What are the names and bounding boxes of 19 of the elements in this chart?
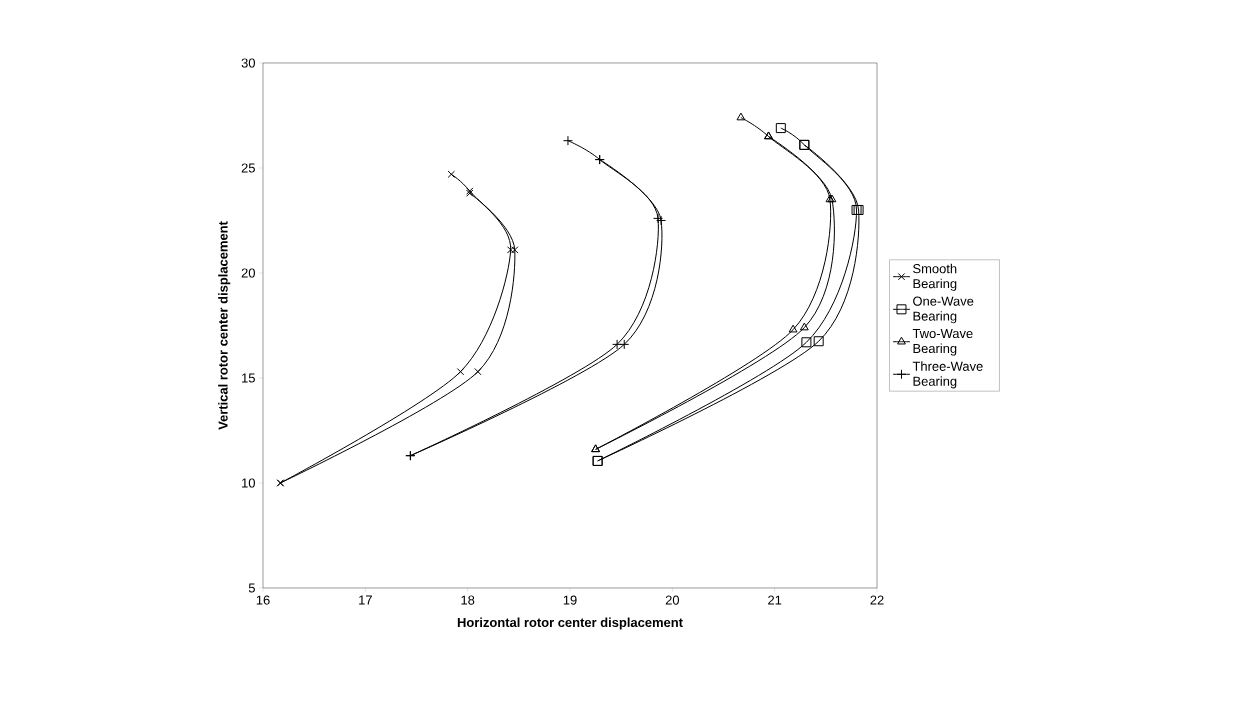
- x-tick-label: 17: [359, 595, 372, 605]
- y-tick-label: 15: [242, 373, 255, 383]
- legend-label: Three-Wave Bearing: [912, 361, 983, 389]
- legend-label: One-Wave Bearing: [913, 296, 974, 324]
- legend-label: Smooth Bearing: [913, 263, 957, 291]
- y-tick-label: 20: [241, 268, 255, 278]
- x-axis-title: Horizontal rotor center displacement: [457, 617, 683, 630]
- y-tick-label: 25: [241, 163, 255, 173]
- y-axis-title: Vertical rotor center displacement: [218, 221, 231, 430]
- y-tick-label: 5: [248, 583, 255, 593]
- x-tick-label: 22: [870, 595, 884, 605]
- x-tick-label: 19: [563, 595, 577, 605]
- x-tick-label: 21: [768, 595, 782, 605]
- x-tick-label: 16: [256, 595, 270, 605]
- x-tick-label: 20: [665, 595, 680, 605]
- y-tick-label: 30: [241, 58, 255, 68]
- y-tick-label: 10: [242, 478, 255, 488]
- x-tick-label: 18: [461, 595, 475, 605]
- legend-label: Two-Wave Bearing: [912, 329, 973, 356]
